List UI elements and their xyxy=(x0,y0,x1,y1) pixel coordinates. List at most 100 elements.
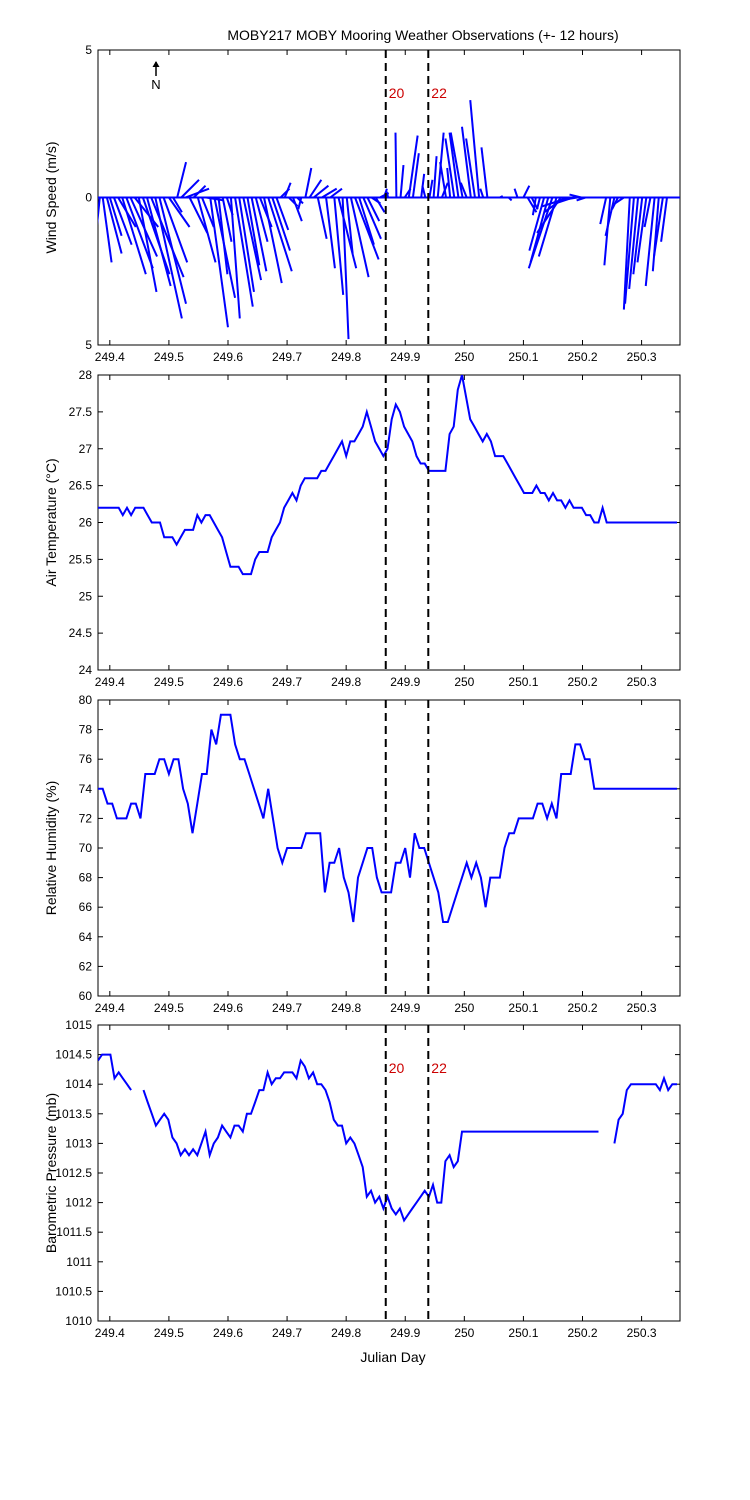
wind-vector xyxy=(507,196,513,202)
y-axis-label: Relative Humidity (%) xyxy=(43,781,59,916)
y-tick-label: 26 xyxy=(79,516,93,530)
y-tick-label: 72 xyxy=(79,811,93,825)
x-tick-label: 249.4 xyxy=(95,1001,125,1015)
y-axis-label: Wind Speed (m/s) xyxy=(43,141,59,253)
wind-vector xyxy=(536,197,541,210)
y-tick-label: 1010.5 xyxy=(55,1284,92,1298)
series-line xyxy=(98,375,677,576)
wind-vector xyxy=(599,197,608,225)
wind-vector xyxy=(411,153,420,198)
x-tick-label: 249.6 xyxy=(213,1001,243,1015)
y-tick-label: 1011.5 xyxy=(56,1225,92,1239)
wind-vector xyxy=(432,156,438,198)
plot-area xyxy=(98,1053,677,1223)
y-tick-label: 1012.5 xyxy=(55,1166,92,1180)
x-tick-label: 250.3 xyxy=(627,350,657,364)
wind-vector xyxy=(341,197,350,340)
wind-vector xyxy=(234,197,254,307)
wind-vector xyxy=(209,197,229,328)
x-tick-label: 249.8 xyxy=(331,675,361,689)
wind-vector xyxy=(137,197,158,293)
y-tick-label: 5 xyxy=(85,43,92,57)
x-tick-label: 250 xyxy=(454,350,474,364)
x-tick-label: 249.8 xyxy=(331,1326,361,1340)
wind-vector xyxy=(660,197,668,242)
wind-vector xyxy=(221,197,233,242)
x-tick-label: 249.7 xyxy=(272,1326,302,1340)
plot-area xyxy=(98,375,677,576)
wind-vector xyxy=(297,197,303,210)
wind-vector xyxy=(321,187,338,199)
plot-frame xyxy=(97,699,681,997)
y-tick-label: 1015 xyxy=(65,1018,92,1032)
wind-vector xyxy=(385,191,390,198)
wind-vector xyxy=(113,197,133,246)
wind-vector xyxy=(465,138,476,198)
x-tick-label: 250.2 xyxy=(567,1326,597,1340)
wind-vector xyxy=(242,197,263,281)
wind-vector xyxy=(146,197,172,287)
chart-panel-4: 249.4 249.5 249.6 249.7 249.8 249.9 250 250.1 25… xyxy=(43,1018,681,1340)
y-tick-label: 74 xyxy=(79,782,93,796)
wind-vector xyxy=(250,197,268,272)
x-tick-label: 249.6 xyxy=(213,1326,243,1340)
wind-vector xyxy=(313,184,330,199)
wind-vector xyxy=(345,197,354,254)
x-tick-label: 250.1 xyxy=(508,1326,538,1340)
y-tick-label: 5 xyxy=(85,338,92,352)
wind-vector xyxy=(98,197,101,226)
wind-vector xyxy=(168,196,191,228)
wind-vector xyxy=(263,197,283,284)
hour-marker-label: 20 xyxy=(389,85,405,101)
x-tick-label: 250 xyxy=(454,675,474,689)
wind-vector xyxy=(358,197,375,245)
chart-panel-3: 249.4 249.5 249.6 249.7 249.8 249.9 250 250.1 25… xyxy=(43,693,681,1015)
y-tick-label: 60 xyxy=(79,989,93,1003)
y-tick-label: 25.5 xyxy=(69,552,93,566)
y-tick-label: 28 xyxy=(79,368,93,382)
wind-vector xyxy=(201,197,215,228)
wind-vector xyxy=(526,196,538,213)
y-tick-label: 62 xyxy=(79,959,93,973)
wind-vector xyxy=(651,197,660,272)
x-tick-label: 249.9 xyxy=(390,1001,420,1015)
wind-vector xyxy=(407,135,419,198)
wind-vector xyxy=(421,185,427,198)
wind-vector xyxy=(374,196,386,213)
x-tick-label: 250.1 xyxy=(508,1001,538,1015)
wind-vector xyxy=(394,132,398,198)
x-tick-label: 250.3 xyxy=(627,675,657,689)
x-tick-label: 249.5 xyxy=(154,1326,184,1340)
wind-vector xyxy=(101,197,113,263)
y-tick-label: 1013.5 xyxy=(55,1107,92,1121)
wind-vector xyxy=(528,197,546,251)
wind-vector xyxy=(632,197,644,275)
wind-vector xyxy=(428,179,434,198)
wind-vector xyxy=(444,138,456,198)
wind-vector xyxy=(121,197,147,275)
wind-vector xyxy=(196,197,217,263)
x-tick-label: 249.9 xyxy=(390,350,420,364)
wind-vector xyxy=(238,197,255,293)
wind-vector xyxy=(292,197,303,222)
wind-vector xyxy=(614,196,625,205)
wind-vector xyxy=(439,161,448,198)
chart-panel-1: 249.4 249.5 249.6 249.7 249.8 249.9 250 250.1 25… xyxy=(43,43,681,364)
y-tick-label: 1012 xyxy=(65,1196,92,1210)
wind-vector xyxy=(469,100,481,198)
wind-vector xyxy=(325,197,336,269)
y-axis-label: Barometric Pressure (mb) xyxy=(43,1093,59,1253)
wind-vector xyxy=(569,193,582,199)
wind-vector xyxy=(604,197,616,237)
y-tick-label: 76 xyxy=(79,752,93,766)
x-tick-label: 249.8 xyxy=(331,350,361,364)
wind-vector xyxy=(105,197,123,254)
wind-vector xyxy=(399,164,405,198)
wind-vector xyxy=(271,197,291,251)
x-tick-label: 249.5 xyxy=(154,350,184,364)
x-tick-label: 250.2 xyxy=(567,1001,597,1015)
y-axis-label: Air Temperature (°C) xyxy=(43,458,59,586)
x-tick-label: 250.1 xyxy=(508,675,538,689)
x-axis-label: Julian Day xyxy=(360,1349,425,1365)
wind-vector xyxy=(349,197,370,278)
